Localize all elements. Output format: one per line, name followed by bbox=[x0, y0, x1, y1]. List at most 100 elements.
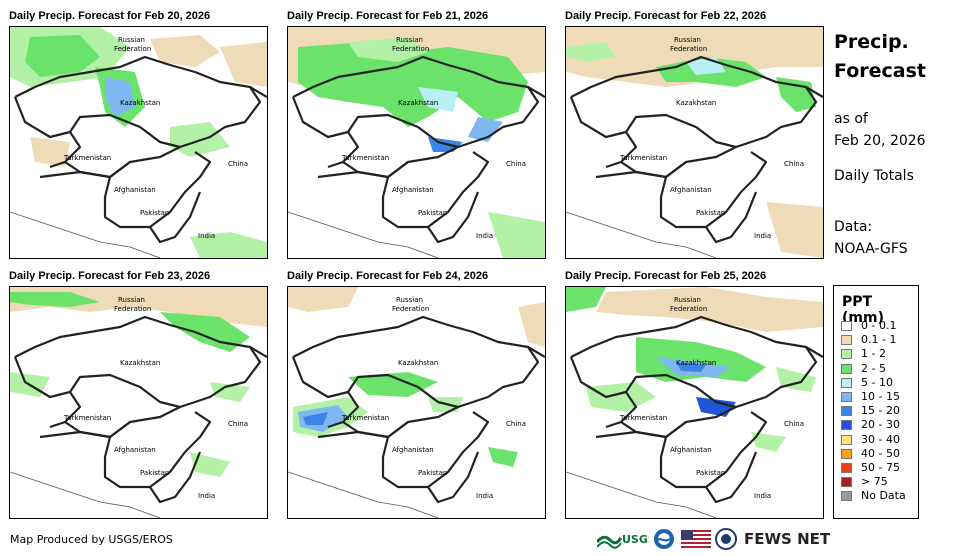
label-afghanistan: Afghanistan bbox=[670, 186, 712, 194]
precip-overlay bbox=[566, 27, 823, 258]
label-afghanistan: Afghanistan bbox=[392, 446, 434, 454]
label-turkmenistan: Turkmenistan bbox=[63, 414, 111, 422]
asof-date: Feb 20, 2026 bbox=[834, 133, 926, 149]
label-federation: Federation bbox=[670, 45, 707, 53]
legend-label: 50 - 75 bbox=[861, 461, 900, 474]
label-turkmenistan: Turkmenistan bbox=[619, 414, 667, 422]
fews-net-logo: FEWS NET bbox=[744, 530, 831, 548]
label-kazakhstan: Kazakhstan bbox=[676, 99, 716, 107]
label-federation: Federation bbox=[392, 305, 429, 313]
legend-label: 0.1 - 1 bbox=[861, 333, 897, 347]
precip-overlay bbox=[10, 287, 267, 477]
label-china: China bbox=[228, 420, 248, 428]
legend-label: 15 - 20 bbox=[861, 404, 900, 418]
forecast-map-feb24: Russian Federation Kazakhstan Turkmenist… bbox=[287, 286, 546, 519]
label-turkmenistan: Turkmenistan bbox=[341, 154, 389, 162]
panel-title-3: Daily Precip. Forecast for Feb 22, 2026 bbox=[565, 10, 767, 22]
label-afghanistan: Afghanistan bbox=[114, 446, 156, 454]
label-china: China bbox=[228, 160, 248, 168]
label-pakistan: Pakistan bbox=[696, 209, 725, 217]
legend-title: PPT (mm) bbox=[842, 294, 884, 326]
label-federation: Federation bbox=[670, 305, 707, 313]
label-india: India bbox=[476, 232, 493, 240]
label-afghanistan: Afghanistan bbox=[392, 186, 434, 194]
label-russia: Russian bbox=[396, 296, 423, 304]
legend-swatch bbox=[841, 377, 852, 388]
legend-label: 40 - 50 bbox=[861, 446, 900, 460]
panel-title-4: Daily Precip. Forecast for Feb 23, 2026 bbox=[9, 270, 211, 282]
label-afghanistan: Afghanistan bbox=[670, 446, 712, 454]
forecast-map-feb21: Russian Federation Kazakhstan Turkmenist… bbox=[287, 26, 546, 259]
country-borders bbox=[13, 315, 267, 504]
label-federation: Federation bbox=[392, 45, 429, 53]
legend-swatch bbox=[841, 321, 852, 331]
side-title-line2: Forecast bbox=[834, 60, 926, 82]
legend-swatch bbox=[841, 335, 852, 346]
label-kazakhstan: Kazakhstan bbox=[676, 359, 716, 367]
label-pakistan: Pakistan bbox=[418, 209, 447, 217]
country-borders bbox=[291, 55, 545, 244]
legend-label: > 75 bbox=[861, 475, 888, 489]
map-credit: Map Produced by USGS/EROS bbox=[10, 533, 173, 546]
legend-swatch bbox=[841, 406, 852, 417]
label-india: India bbox=[198, 232, 215, 240]
country-borders bbox=[569, 315, 823, 504]
country-borders bbox=[13, 55, 267, 244]
us-flag-icon bbox=[681, 530, 711, 548]
label-china: China bbox=[506, 420, 526, 428]
panel-title-6: Daily Precip. Forecast for Feb 25, 2026 bbox=[565, 270, 767, 282]
label-turkmenistan: Turkmenistan bbox=[619, 154, 667, 162]
label-kazakhstan: Kazakhstan bbox=[398, 99, 438, 107]
asof-label: as of bbox=[834, 111, 868, 127]
panel-title-1: Daily Precip. Forecast for Feb 20, 2026 bbox=[9, 10, 211, 22]
usaid-seal-icon bbox=[715, 528, 737, 550]
label-india: India bbox=[198, 492, 215, 500]
data-source: NOAA-GFS bbox=[834, 241, 908, 257]
asof-block: as of Feb 20, 2026 bbox=[834, 108, 926, 152]
legend-label: 0 - 0.1 bbox=[861, 319, 897, 332]
label-pakistan: Pakistan bbox=[696, 469, 725, 477]
svg-text:USGS: USGS bbox=[622, 533, 649, 546]
label-russia: Russian bbox=[674, 296, 701, 304]
side-title-line1: Precip. bbox=[834, 31, 909, 53]
precip-overlay bbox=[566, 287, 823, 452]
label-kazakhstan: Kazakhstan bbox=[120, 359, 160, 367]
coastline bbox=[10, 211, 161, 258]
label-india: India bbox=[476, 492, 493, 500]
label-afghanistan: Afghanistan bbox=[114, 186, 156, 194]
legend-swatch bbox=[841, 420, 852, 431]
side-title: Precip. Forecast bbox=[834, 28, 926, 86]
label-russia: Russian bbox=[674, 36, 701, 44]
label-china: China bbox=[784, 420, 804, 428]
forecast-map-feb22: Russian Federation Kazakhstan Turkmenist… bbox=[565, 26, 824, 259]
data-label: Data: bbox=[834, 219, 873, 235]
legend-label: 1 - 2 bbox=[861, 347, 886, 361]
legend-label: No Data bbox=[861, 489, 906, 503]
precip-overlay bbox=[288, 287, 545, 467]
label-turkmenistan: Turkmenistan bbox=[341, 414, 389, 422]
precip-overlay bbox=[288, 27, 545, 258]
forecast-map-feb23: Russian Federation Kazakhstan Turkmenist… bbox=[9, 286, 268, 519]
label-india: India bbox=[754, 232, 771, 240]
panel-title-5: Daily Precip. Forecast for Feb 24, 2026 bbox=[287, 270, 489, 282]
label-pakistan: Pakistan bbox=[140, 469, 169, 477]
precip-overlay bbox=[10, 27, 267, 258]
forecast-map-feb25: Russian Federation Kazakhstan Turkmenist… bbox=[565, 286, 824, 519]
usgs-logo: USGS bbox=[597, 533, 649, 549]
label-russia: Russian bbox=[118, 36, 145, 44]
label-russia: Russian bbox=[118, 296, 145, 304]
legend-swatch bbox=[841, 448, 852, 459]
legend-swatch bbox=[841, 434, 852, 445]
country-borders bbox=[569, 55, 823, 244]
coastline bbox=[288, 471, 439, 518]
legend-label: 20 - 30 bbox=[861, 418, 900, 432]
coastline bbox=[566, 471, 717, 518]
label-federation: Federation bbox=[114, 45, 151, 53]
legend-swatch bbox=[841, 491, 852, 502]
legend-label: 5 - 10 bbox=[861, 375, 893, 389]
legend-label: 10 - 15 bbox=[861, 390, 900, 403]
legend-swatch bbox=[841, 463, 852, 473]
country-borders bbox=[291, 315, 545, 504]
label-china: China bbox=[784, 160, 804, 168]
